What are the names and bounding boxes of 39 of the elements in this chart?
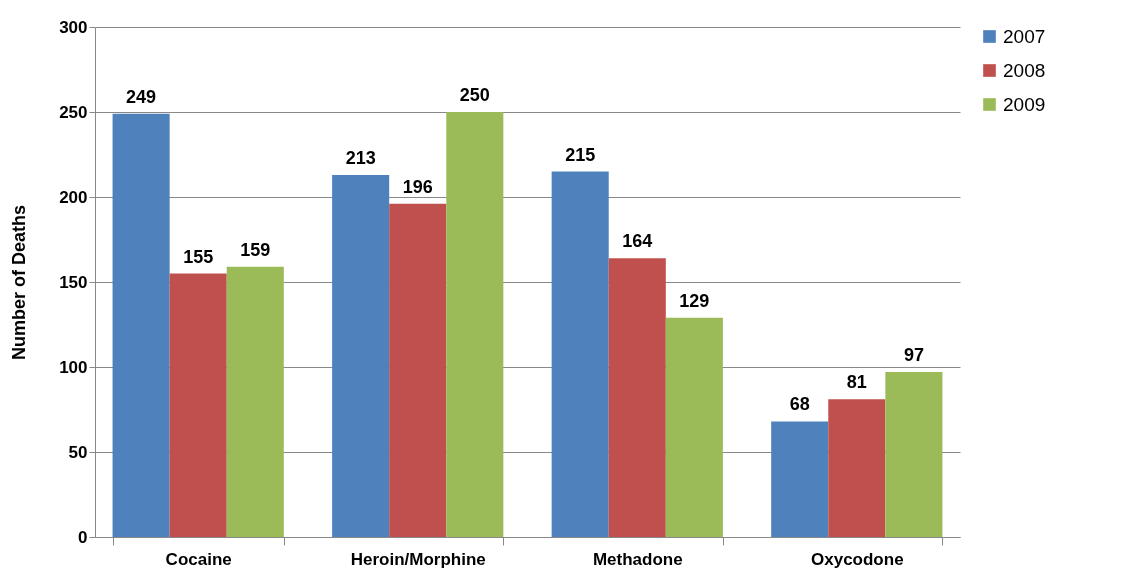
bar — [885, 372, 943, 537]
data-label: 249 — [126, 86, 157, 107]
data-label: 196 — [402, 176, 433, 197]
data-label: 97 — [903, 345, 924, 366]
data-label: 215 — [565, 144, 596, 165]
data-label: 81 — [846, 372, 867, 393]
data-label: 213 — [345, 147, 376, 168]
y-tick-label: 150 — [59, 272, 88, 292]
data-label: 164 — [622, 231, 653, 252]
bar — [551, 171, 609, 537]
data-label: 68 — [789, 394, 810, 415]
bar — [771, 421, 829, 537]
x-tick-label: Cocaine — [165, 549, 232, 569]
bar — [332, 174, 390, 537]
bar — [828, 399, 886, 537]
legend-label: 2009 — [1003, 93, 1046, 115]
bar — [665, 317, 723, 537]
data-label: 159 — [240, 239, 271, 260]
y-tick-label: 100 — [59, 357, 88, 377]
x-tick-label: Methadone — [592, 549, 683, 569]
data-label: 129 — [679, 290, 710, 311]
y-axis-title: Number of Deaths — [9, 204, 30, 361]
bar — [169, 273, 227, 537]
y-tick-label: 200 — [59, 187, 88, 207]
bar — [389, 203, 447, 537]
x-tick-label: Heroin/Morphine — [350, 549, 486, 569]
data-label: 155 — [183, 246, 214, 267]
y-tick-label: 250 — [59, 102, 88, 122]
bar — [112, 113, 170, 537]
y-tick-label: 0 — [78, 527, 88, 547]
y-tick-label: 300 — [59, 17, 88, 37]
x-tick-label: Oxycodone — [811, 549, 904, 569]
bar — [446, 112, 504, 537]
bar — [608, 258, 666, 537]
y-tick-label: 50 — [68, 442, 88, 462]
legend-label: 2008 — [1003, 59, 1046, 81]
bar — [226, 266, 284, 537]
data-label: 250 — [459, 85, 490, 105]
legend-label: 2007 — [1003, 25, 1046, 47]
